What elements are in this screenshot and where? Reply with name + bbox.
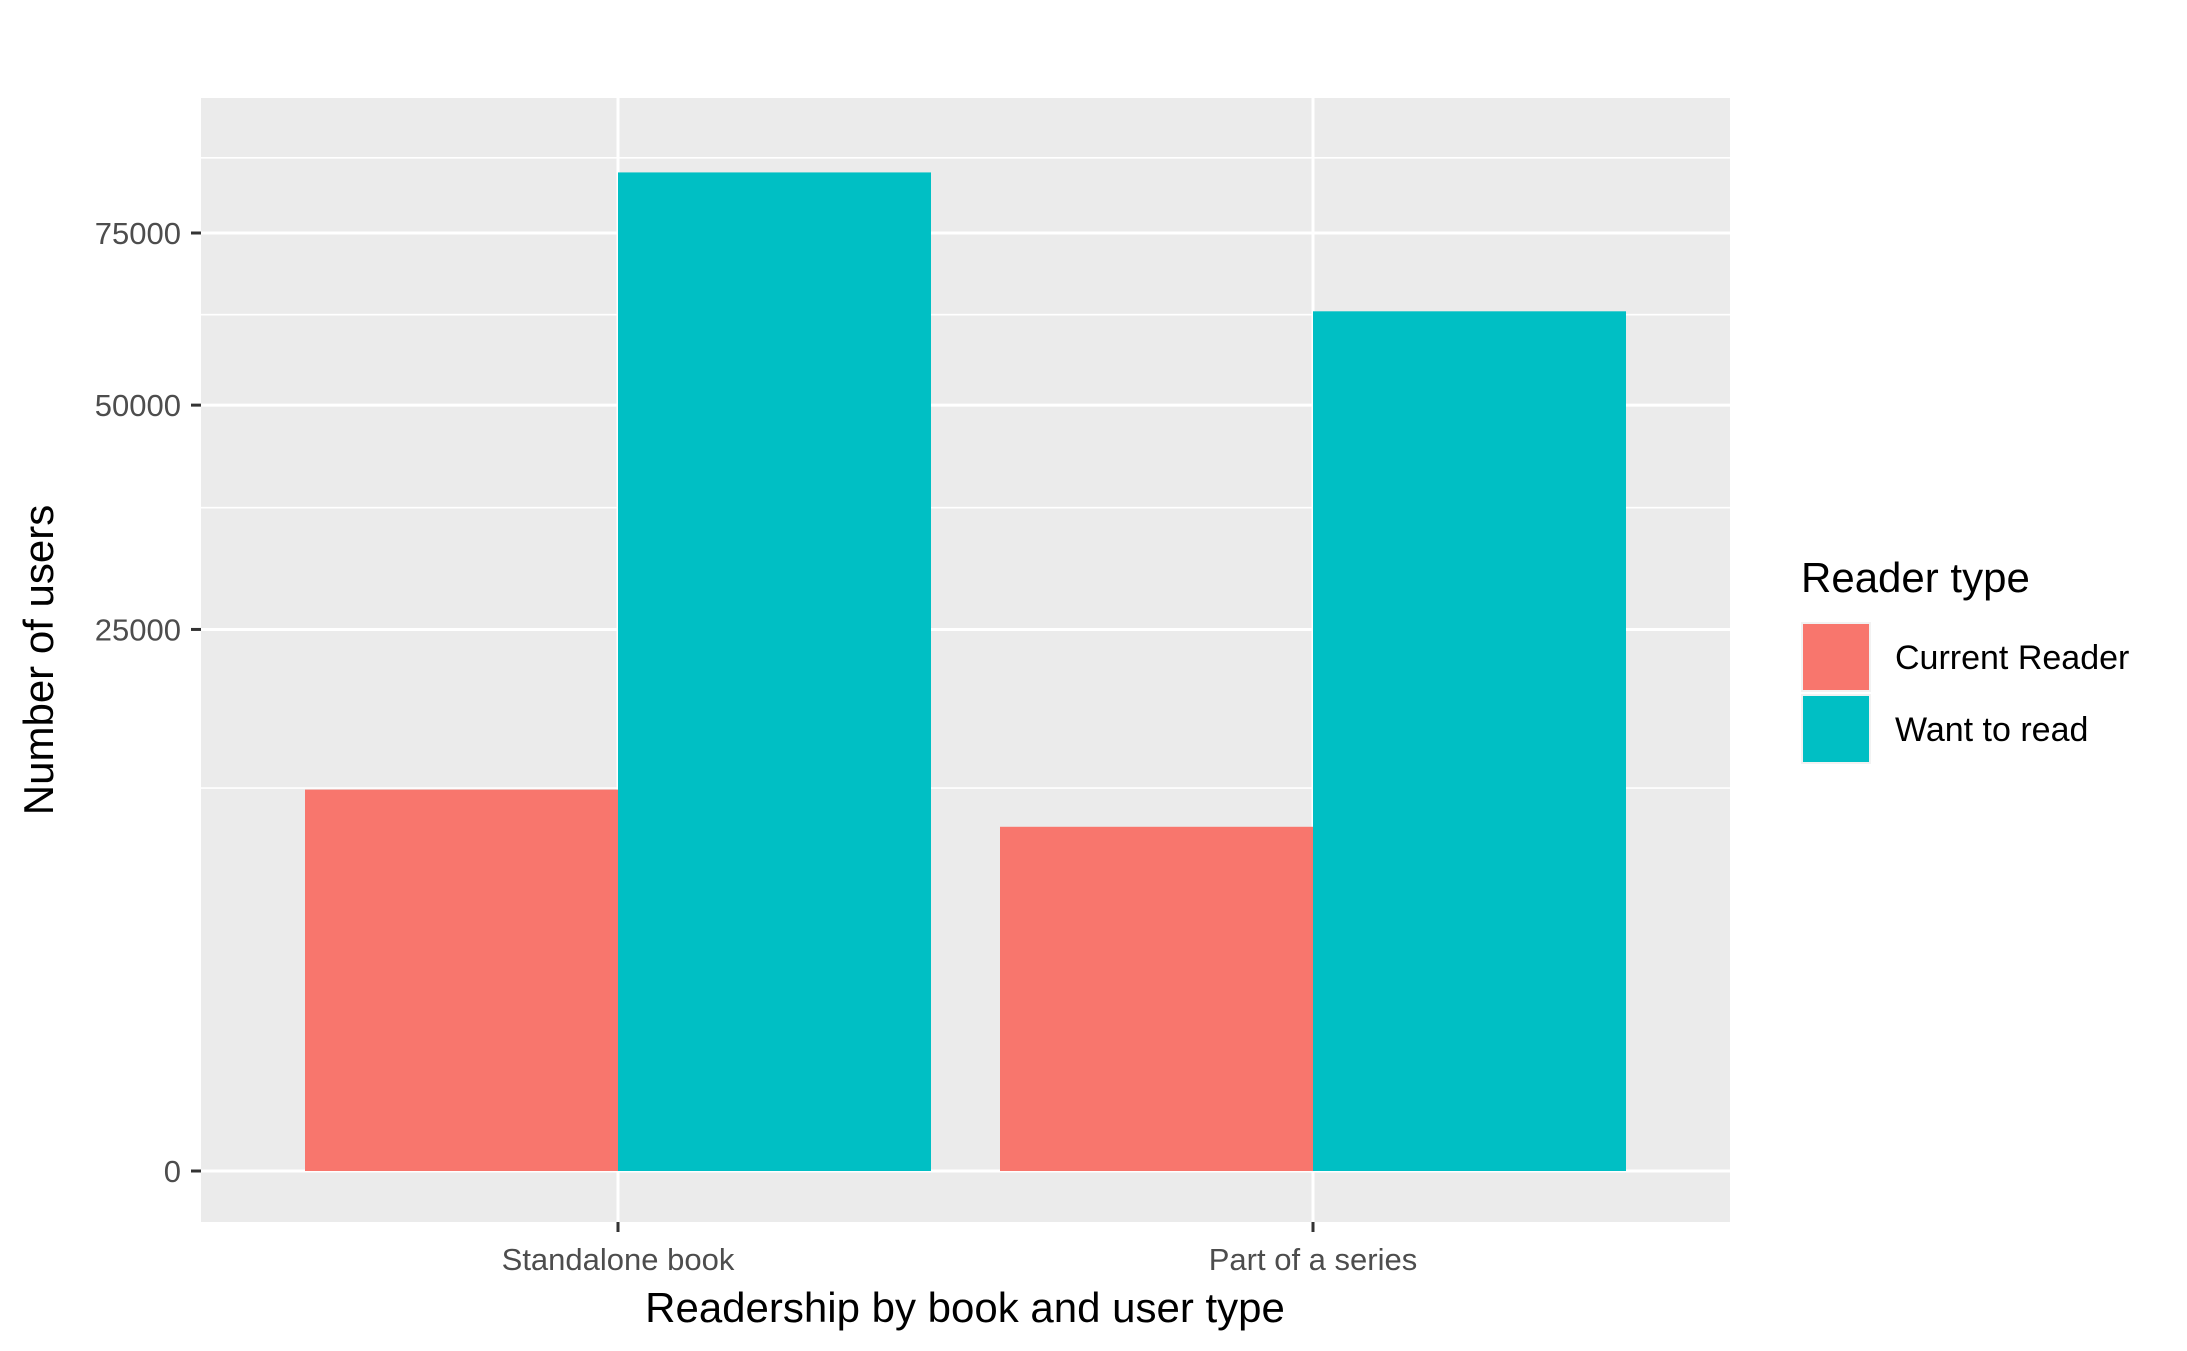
y-tick-label: 75000 — [95, 216, 181, 251]
legend-label: Current Reader — [1895, 639, 2129, 677]
y-tick-label: 0 — [164, 1154, 181, 1189]
bar — [1000, 826, 1313, 1171]
legend: Reader type Current Reader Want to read — [1801, 554, 2129, 764]
legend-label: Want to read — [1895, 711, 2088, 749]
y-tick-label: 25000 — [95, 612, 181, 647]
legend-swatch — [1803, 624, 1869, 690]
x-tick-label: Standalone book — [502, 1242, 735, 1277]
x-tick-label: Part of a series — [1209, 1242, 1417, 1277]
x-axis-title: Readership by book and user type — [645, 1284, 1285, 1331]
y-axis-title: Number of users — [15, 505, 62, 815]
legend-swatch — [1803, 696, 1869, 762]
bar — [618, 172, 931, 1172]
bar — [1313, 311, 1626, 1171]
legend-title: Reader type — [1801, 554, 2030, 601]
bar — [305, 789, 618, 1171]
y-axis: 0 25000 50000 75000 — [95, 216, 201, 1189]
y-tick-label: 50000 — [95, 388, 181, 423]
x-axis: Standalone book Part of a series — [502, 1222, 1417, 1277]
bars — [305, 172, 1626, 1172]
